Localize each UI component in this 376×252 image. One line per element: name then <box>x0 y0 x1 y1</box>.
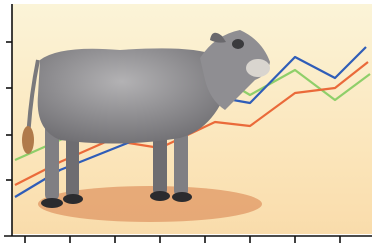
page <box>0 0 376 252</box>
cow-muzzle <box>246 59 270 77</box>
cow-hoof <box>150 191 170 201</box>
cow-hoof <box>41 198 63 208</box>
cow-eye <box>232 39 244 49</box>
cow-body <box>38 48 225 143</box>
cow-hoof <box>172 192 192 202</box>
illustration <box>0 0 376 252</box>
cow-hoof <box>63 194 83 204</box>
cow-tail-tip <box>22 126 34 154</box>
